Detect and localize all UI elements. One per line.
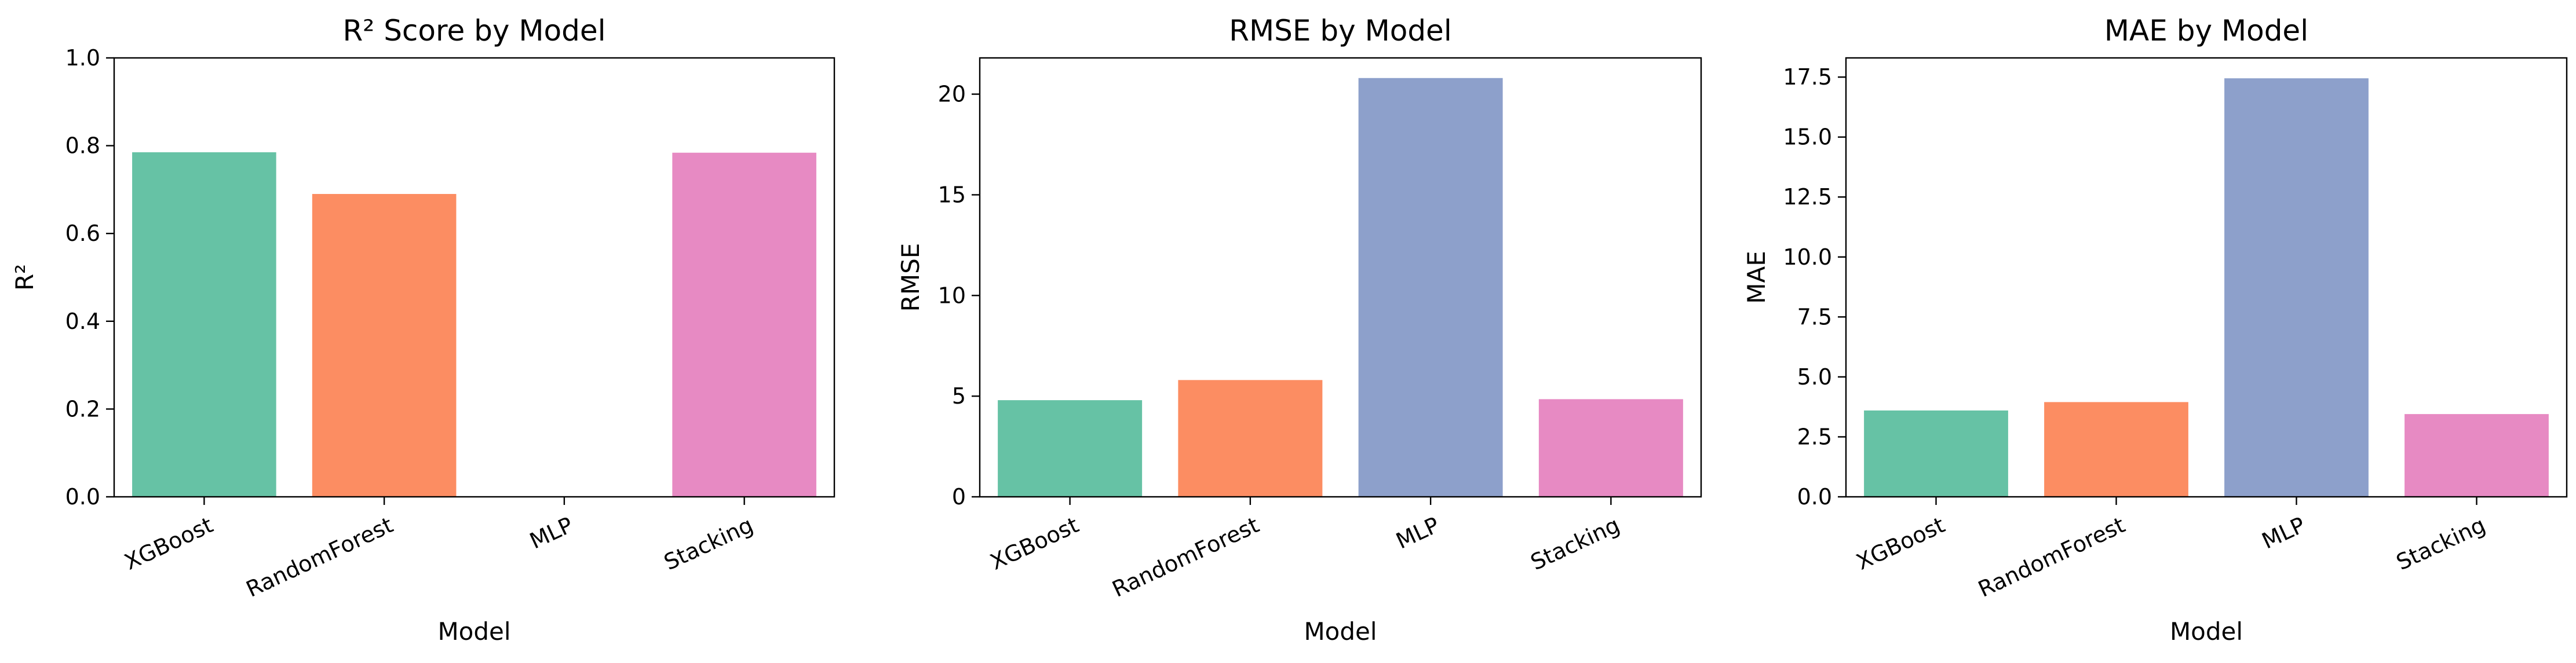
- x-tick-label: XGBoost: [1852, 512, 1949, 575]
- y-tick-label: 7.5: [1797, 304, 1832, 329]
- chart-title: MAE by Model: [2104, 14, 2308, 47]
- y-tick-label: 20: [938, 82, 966, 107]
- y-tick-label: 0.4: [65, 309, 100, 334]
- y-tick-label: 0.6: [65, 221, 100, 246]
- bar-xgboost: [998, 400, 1143, 497]
- bar-mlp: [1358, 78, 1503, 497]
- bar-randomforest: [1178, 380, 1323, 497]
- y-axis-label: RMSE: [896, 243, 925, 312]
- x-axis-label: Model: [1304, 617, 1377, 646]
- y-tick-label: 5: [952, 383, 966, 409]
- y-tick-label: 0: [952, 484, 966, 510]
- x-tick-label: MLP: [2258, 512, 2309, 554]
- x-tick-label: XGBoost: [986, 512, 1082, 575]
- y-tick-label: 17.5: [1783, 64, 1832, 90]
- y-tick-label: 0.8: [65, 133, 100, 159]
- x-tick-label: Stacking: [1527, 512, 1623, 575]
- bar-stacking: [1538, 399, 1683, 497]
- y-tick-label: 2.5: [1797, 424, 1832, 449]
- y-tick-label: 15: [938, 182, 966, 207]
- bar-xgboost: [132, 152, 276, 497]
- bar-xgboost: [1864, 410, 2008, 497]
- chart-title: R² Score by Model: [343, 14, 606, 47]
- bar-randomforest: [2044, 402, 2188, 497]
- x-tick-label: Stacking: [660, 512, 757, 575]
- plot-frame: [1845, 57, 2568, 498]
- y-tick-label: 12.5: [1783, 184, 1832, 210]
- y-tick-label: 1.0: [65, 45, 100, 71]
- r2-chart-panel: R² Score by Model Model R² 0.0 0.2 0.4 0.6 0…: [10, 14, 835, 646]
- y-tick-label: 0.2: [65, 396, 100, 422]
- x-tick-label: MLP: [1392, 512, 1443, 554]
- bar-randomforest: [312, 193, 457, 497]
- y-tick-label: 15.0: [1783, 124, 1832, 150]
- mae-chart-panel: MAE by Model Model MAE 0.0 2.5 5.0 7.5 10.0 1…: [1742, 14, 2568, 646]
- bar-stacking: [2404, 414, 2549, 497]
- y-tick-label: 0.0: [65, 484, 100, 510]
- chart-title: RMSE by Model: [1229, 14, 1451, 47]
- bar-stacking: [672, 152, 816, 497]
- bar-mlp: [2224, 78, 2369, 497]
- x-tick-label: Stacking: [2392, 512, 2489, 575]
- x-tick-label: MLP: [526, 512, 577, 554]
- y-tick-label: 10: [938, 283, 966, 308]
- plot-frame: [979, 57, 1702, 498]
- rmse-chart-panel: RMSE by Model Model RMSE 0 5 10 15 20 XGBoost…: [896, 14, 1702, 646]
- x-tick-label: RandomForest: [1974, 512, 2129, 602]
- x-axis-label: Model: [437, 617, 510, 646]
- y-tick-label: 10.0: [1783, 244, 1832, 270]
- y-tick-label: 5.0: [1797, 364, 1832, 390]
- x-tick-label: RandomForest: [1108, 512, 1263, 602]
- x-axis-label: Model: [2170, 617, 2243, 646]
- y-tick-label: 0.0: [1797, 484, 1832, 510]
- y-axis-label: MAE: [1742, 251, 1771, 304]
- x-tick-label: RandomForest: [242, 512, 397, 602]
- plot-frame: [113, 57, 835, 498]
- y-axis-label: R²: [10, 264, 39, 291]
- x-tick-label: XGBoost: [121, 512, 217, 575]
